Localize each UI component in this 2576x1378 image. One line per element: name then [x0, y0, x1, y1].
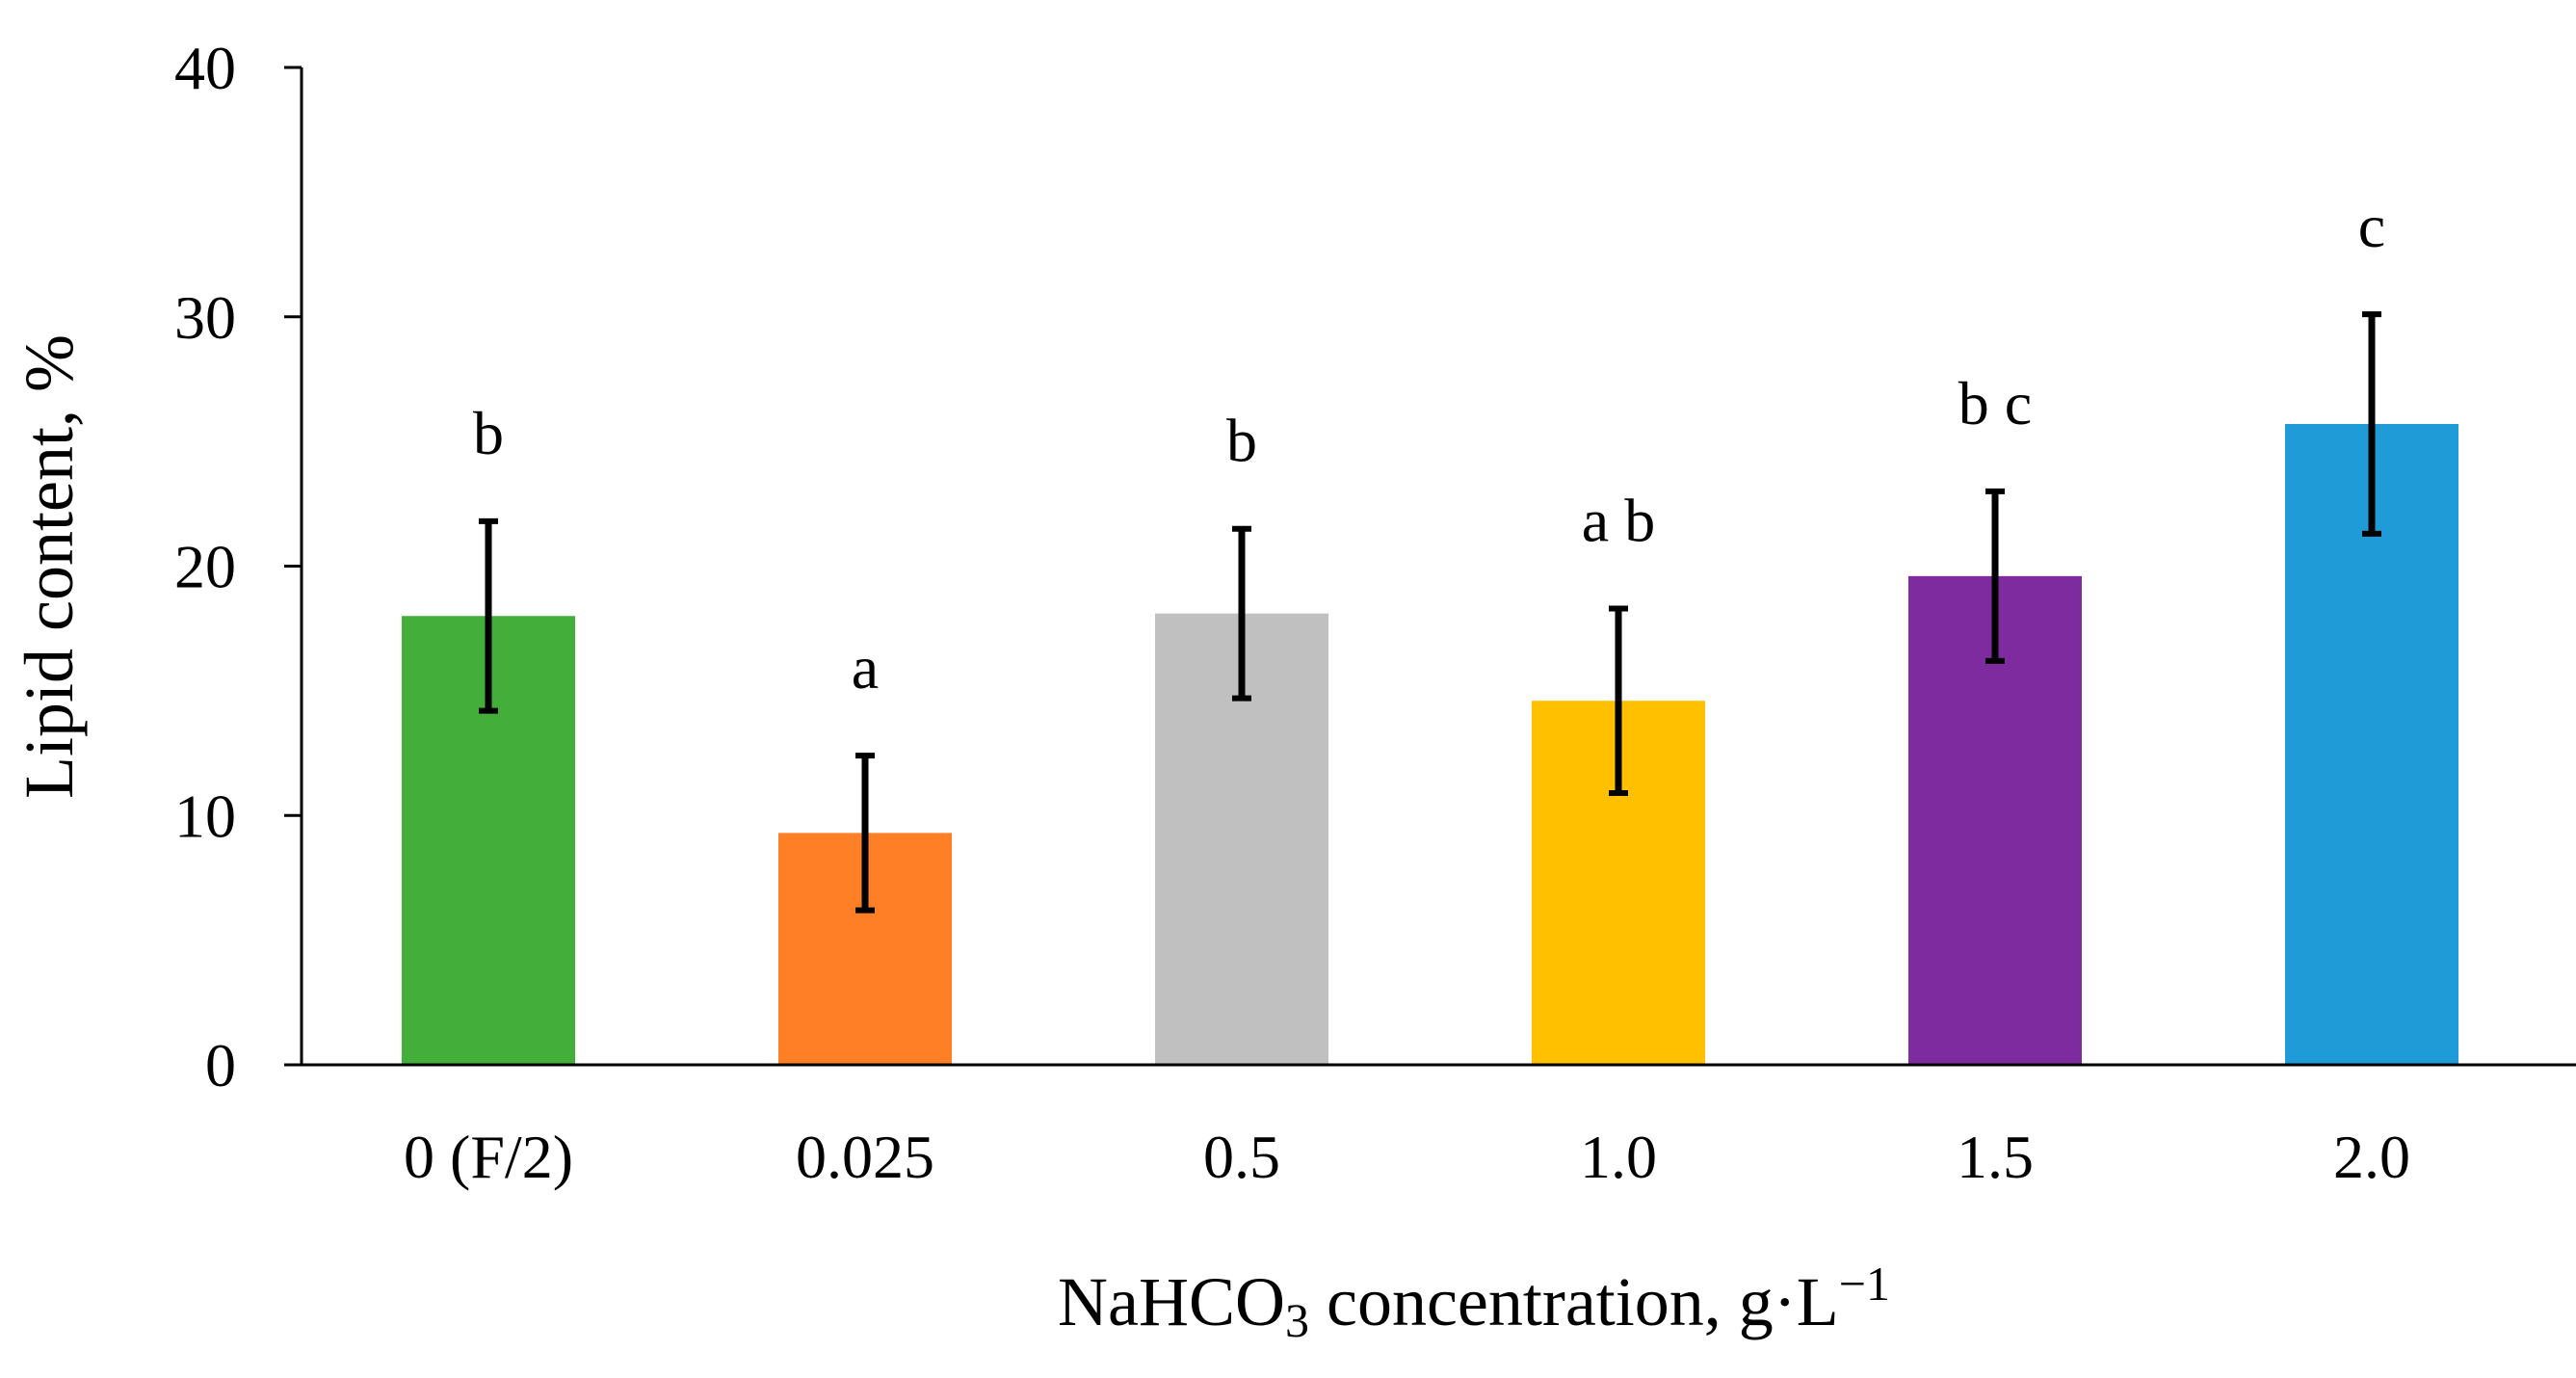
y-tick-label: 40 [174, 34, 236, 102]
x-axis-title-main: NaHCO [1058, 1263, 1285, 1340]
x-tick-label: 0.025 [796, 1123, 934, 1191]
significance-label: a [852, 633, 879, 702]
significance-label: b [473, 399, 504, 467]
bars [402, 424, 2458, 1065]
significance-label: b [1226, 407, 1257, 475]
x-axis-tick-labels: 0 (F/2) 0.025 0.5 1.0 1.5 2.0 [404, 1123, 2410, 1191]
significance-label: b c [1958, 369, 2032, 437]
x-axis-title-subscript: 3 [1285, 1293, 1309, 1347]
error-bars [479, 311, 2381, 914]
x-tick-label: 0 (F/2) [404, 1123, 573, 1191]
y-tick-label: 30 [174, 283, 236, 352]
y-tick-label: 20 [174, 533, 236, 601]
y-axis-title: Lipid content, % [11, 334, 88, 799]
significance-labels: b a b a b b c c [473, 192, 2385, 702]
significance-label: a b [1582, 486, 1655, 554]
significance-label: c [2358, 192, 2385, 260]
x-tick-label: 1.0 [1580, 1123, 1657, 1191]
x-axis-title: NaHCO3 concentration, g·L−1 [1058, 1257, 1890, 1347]
y-tick-label: 10 [174, 782, 236, 850]
x-axis-title-rest: concentration, g·L [1309, 1263, 1839, 1340]
x-tick-label: 0.5 [1203, 1123, 1280, 1191]
x-tick-label: 1.5 [1957, 1123, 2034, 1191]
y-tick-label: 0 [205, 1031, 236, 1100]
x-axis-title-superscript: −1 [1839, 1257, 1890, 1311]
x-tick-label: 2.0 [2333, 1123, 2410, 1191]
y-axis-ticks: 0 10 20 30 40 [174, 34, 302, 1100]
